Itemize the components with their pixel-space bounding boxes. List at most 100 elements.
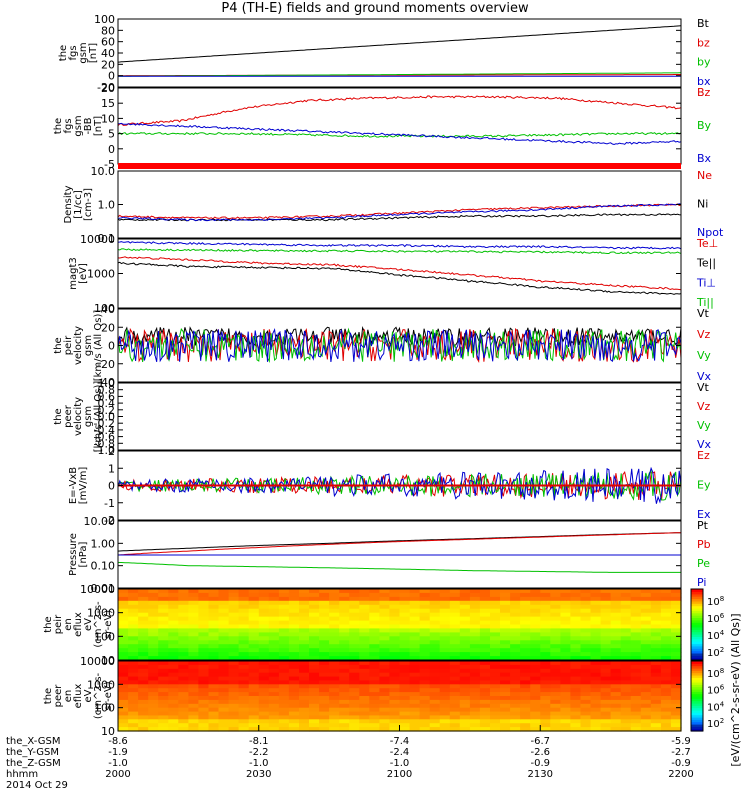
spectrogram-cell: [540, 612, 551, 618]
spectrogram-cell: [479, 652, 491, 657]
spectrogram-cell: [620, 684, 632, 689]
spectrogram-cell: [168, 699, 179, 705]
spectrogram-cell: [309, 699, 320, 705]
spectrogram-cell: [138, 664, 149, 670]
spectrogram-cell: [570, 612, 582, 618]
spectrogram-cell: [510, 632, 521, 637]
spectrogram-cell: [168, 620, 179, 626]
spectrogram-cell: [288, 589, 300, 594]
spectrogram-cell: [520, 672, 531, 678]
spectrogram-cell: [248, 632, 260, 637]
spectrogram-cell: [379, 680, 391, 685]
spectrogram-cell: [439, 644, 451, 649]
spectrogram-cell: [650, 676, 662, 682]
spectrogram-cell: [218, 600, 230, 606]
spectrogram-cell: [288, 699, 300, 705]
spectrogram-cell: [218, 592, 230, 598]
spectrogram-cell: [570, 668, 582, 674]
spectrogram-cell: [268, 684, 280, 689]
spectrogram-cell: [238, 715, 250, 720]
spectrogram-cell: [409, 600, 421, 606]
spectrogram-cell: [429, 723, 441, 728]
spectrogram-cell: [369, 592, 380, 598]
spectrogram-cell: [429, 644, 441, 649]
spectrogram-cell: [148, 624, 159, 629]
spectrogram-cell: [138, 652, 149, 657]
spectrogram-cell: [309, 589, 320, 594]
spectrogram-cell: [349, 596, 360, 602]
spectrogram-cell: [520, 676, 531, 682]
spectrogram-cell: [208, 600, 220, 606]
spectrogram-cell: [530, 600, 541, 606]
spectrogram-cell: [469, 656, 481, 661]
x-tick-label: -8.6: [108, 736, 128, 747]
spectrogram-cell: [469, 692, 481, 697]
spectrogram-cell: [278, 628, 290, 633]
spectrogram-cell: [339, 636, 350, 641]
colorbar-cell: [691, 634, 703, 637]
spectrogram-cell: [329, 688, 340, 693]
spectrogram-cell: [228, 592, 240, 598]
spectrogram-cell: [670, 612, 682, 618]
spectrogram-cell: [258, 703, 270, 709]
spectrogram-cell: [228, 596, 240, 602]
spectrogram-cell: [630, 620, 642, 626]
spectrogram-cell: [329, 711, 340, 717]
spectrogram-cell: [319, 688, 330, 693]
spectrogram-cell: [208, 632, 220, 637]
spectrogram-cell: [168, 684, 179, 689]
spectrogram-cell: [128, 640, 139, 645]
spectrogram-cell: [138, 612, 149, 618]
spectrogram-cell: [309, 664, 320, 670]
y-tick-label: 100: [94, 702, 115, 715]
spectrogram-cell: [670, 636, 682, 641]
spectrogram-cell: [550, 632, 561, 637]
colorbar-cell: [691, 657, 703, 661]
spectrogram-cell: [228, 719, 240, 724]
spectrogram-cell: [389, 596, 401, 602]
spectrogram-cell: [459, 699, 471, 705]
spectrogram-cell: [168, 661, 179, 666]
spectrogram-cell: [339, 628, 350, 633]
spectrogram-cell: [168, 648, 179, 653]
spectrogram-cell: [540, 628, 551, 633]
spectrogram-cell: [640, 636, 652, 641]
spectrogram-cell: [158, 672, 169, 678]
spectrogram-cell: [540, 676, 551, 682]
spectrogram-cell: [530, 711, 541, 717]
y-label-line: [km/s (All Qs)]: [93, 310, 104, 382]
spectrogram-cell: [540, 707, 551, 713]
spectrogram-cell: [600, 652, 612, 657]
colorbar-cell: [691, 612, 703, 616]
spectrogram-cell: [419, 699, 431, 705]
spectrogram-cell: [670, 648, 682, 653]
spectrogram-cell: [379, 707, 391, 713]
spectrogram-cell: [359, 661, 370, 666]
spectrogram-cell: [409, 672, 421, 678]
spectrogram-cell: [288, 604, 300, 610]
spectrogram-cell: [560, 711, 572, 717]
spectrogram-cell: [399, 699, 411, 705]
spectrogram-cell: [188, 680, 200, 685]
spectrogram-cell: [198, 648, 210, 653]
y-label-line: en: [63, 618, 74, 631]
spectrogram-cell: [148, 589, 159, 594]
spectrogram-cell: [268, 664, 280, 670]
spectrogram-cell: [188, 707, 200, 713]
spectrogram-cell: [208, 715, 220, 720]
colorbar-cell: [691, 724, 703, 727]
spectrogram-cell: [650, 608, 662, 614]
spectrogram-cell: [339, 661, 350, 666]
y-tick-label: 0.10: [91, 560, 116, 573]
spectrogram-cell: [128, 644, 139, 649]
spectrogram-cell: [299, 604, 310, 610]
spectrogram-cell: [580, 640, 592, 645]
spectrogram-cell: [158, 620, 169, 626]
spectrogram-cell: [419, 616, 431, 622]
legend-Bx: Bx: [697, 152, 712, 165]
spectrogram-cell: [459, 680, 471, 685]
spectrogram-cell: [570, 640, 582, 645]
spectrogram-cell: [409, 612, 421, 618]
spectrogram-cell: [258, 672, 270, 678]
spectrogram-cell: [540, 608, 551, 614]
